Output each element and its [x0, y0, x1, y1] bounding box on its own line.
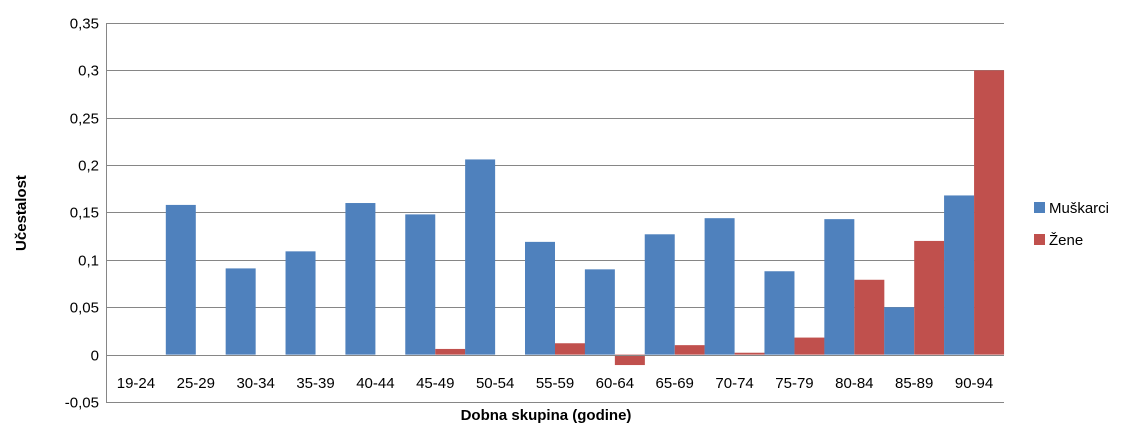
legend-label: Žene	[1049, 232, 1083, 249]
y-tick-label: 0,35	[70, 16, 99, 33]
y-tick-label: 0,05	[70, 300, 99, 317]
bar-muskarci-40-44	[345, 203, 376, 355]
x-axis-ticks: 19-24 25-29 30-34 35-39 40-44 45-49 50-54 55-59…	[117, 375, 994, 392]
bar-muskarci-55-59	[525, 241, 555, 355]
bar-zene-85-89	[914, 240, 945, 355]
bar-zene-65-69	[674, 345, 705, 355]
x-tick-label: 30-34	[236, 375, 274, 392]
bar-muskarci-45-49	[405, 214, 436, 355]
x-tick-label: 85-89	[895, 375, 933, 392]
y-axis-title: Učestalost	[13, 175, 30, 251]
legend-swatch	[1034, 234, 1045, 245]
x-tick-label: 50-54	[476, 375, 514, 392]
x-axis-title: Dobna skupina (godine)	[461, 407, 632, 424]
y-axis-ticks: -0,05 0 0,05 0,1 0,15 0,2 0,25 0,3 0,35	[65, 16, 99, 412]
x-tick-label: 25-29	[177, 375, 215, 392]
y-tick-label: -0,05	[65, 395, 99, 412]
bar-muskarci-50-54	[465, 159, 496, 355]
bar-zene-90-94	[974, 70, 1005, 355]
y-tick-label: 0,3	[78, 63, 99, 80]
bar-zene-55-59	[555, 343, 585, 355]
x-tick-label: 80-84	[835, 375, 873, 392]
legend: Muškarci Žene	[1034, 200, 1109, 249]
y-tick-label: 0	[91, 348, 99, 365]
x-tick-label: 65-69	[656, 375, 694, 392]
bar-muskarci-35-39	[285, 251, 316, 355]
bar-zene-70-74	[734, 352, 765, 355]
x-tick-label: 35-39	[296, 375, 334, 392]
y-tick-label: 0,2	[78, 158, 99, 175]
bar-muskarci-60-64	[584, 269, 615, 355]
legend-swatch	[1034, 202, 1045, 213]
y-tick-label: 0,1	[78, 253, 99, 270]
legend-label: Muškarci	[1049, 200, 1109, 217]
y-tick-label: 0,25	[70, 111, 99, 128]
x-tick-label: 90-94	[955, 375, 993, 392]
bar-muskarci-30-34	[225, 268, 256, 355]
bar-muskarci-80-84	[824, 219, 855, 355]
y-tick-label: 0,15	[70, 205, 99, 222]
x-tick-label: 40-44	[356, 375, 394, 392]
bar-zene-75-79	[794, 337, 825, 355]
x-tick-label: 45-49	[416, 375, 454, 392]
x-tick-label: 55-59	[536, 375, 574, 392]
bar-muskarci-85-89	[884, 307, 915, 355]
bar-muskarci-75-79	[764, 271, 795, 355]
bar-muskarci-65-69	[644, 234, 675, 355]
bar-zene-60-64	[614, 354, 645, 366]
x-tick-label: 70-74	[715, 375, 753, 392]
bars	[165, 70, 1005, 366]
x-tick-label: 60-64	[596, 375, 634, 392]
bar-muskarci-25-29	[165, 204, 196, 355]
bar-muskarci-70-74	[704, 218, 735, 355]
bar-muskarci-90-94	[944, 195, 975, 355]
x-tick-label: 75-79	[775, 375, 813, 392]
bar-zene-45-49	[435, 348, 466, 355]
axes	[106, 23, 1004, 402]
x-tick-label: 19-24	[117, 375, 155, 392]
bar-zene-80-84	[854, 279, 885, 355]
